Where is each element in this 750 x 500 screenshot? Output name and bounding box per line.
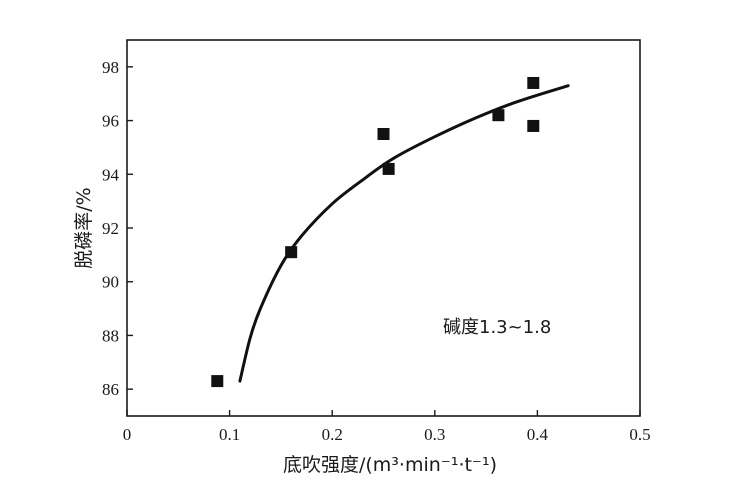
x-tick-label: 0.5 bbox=[629, 425, 650, 444]
x-tick-label: 0.1 bbox=[219, 425, 240, 444]
y-tick-label: 88 bbox=[102, 326, 119, 345]
y-axis-title: 脱磷率/% bbox=[73, 187, 95, 268]
y-tick-label: 98 bbox=[102, 58, 119, 77]
y-tick-label: 96 bbox=[102, 112, 119, 131]
data-points bbox=[211, 76, 540, 388]
data-point bbox=[382, 162, 395, 175]
y-tick-label: 86 bbox=[102, 380, 119, 399]
x-tick-label: 0.4 bbox=[527, 425, 549, 444]
x-axis: 0 0.1 0.2 0.3 0.4 0.5 bbox=[123, 410, 651, 444]
data-point bbox=[527, 76, 540, 89]
x-axis-title: 底吹强度/(m³·min⁻¹·t⁻¹) bbox=[283, 454, 497, 476]
y-tick-label: 94 bbox=[102, 165, 120, 184]
plot-frame bbox=[126, 39, 641, 417]
data-point bbox=[492, 109, 505, 122]
fit-curve bbox=[238, 84, 570, 383]
x-tick-label: 0.3 bbox=[424, 425, 445, 444]
data-point bbox=[285, 246, 298, 259]
y-tick-label: 92 bbox=[102, 219, 119, 238]
x-tick-label: 0 bbox=[123, 425, 132, 444]
x-tick-label: 0.2 bbox=[322, 425, 343, 444]
data-point bbox=[211, 375, 224, 388]
annotation-text: 碱度1.3~1.8 bbox=[443, 317, 551, 338]
data-point bbox=[527, 119, 540, 132]
y-axis: 86 88 90 92 94 96 98 bbox=[102, 58, 133, 399]
data-point bbox=[377, 128, 390, 140]
y-tick-label: 90 bbox=[102, 273, 119, 292]
